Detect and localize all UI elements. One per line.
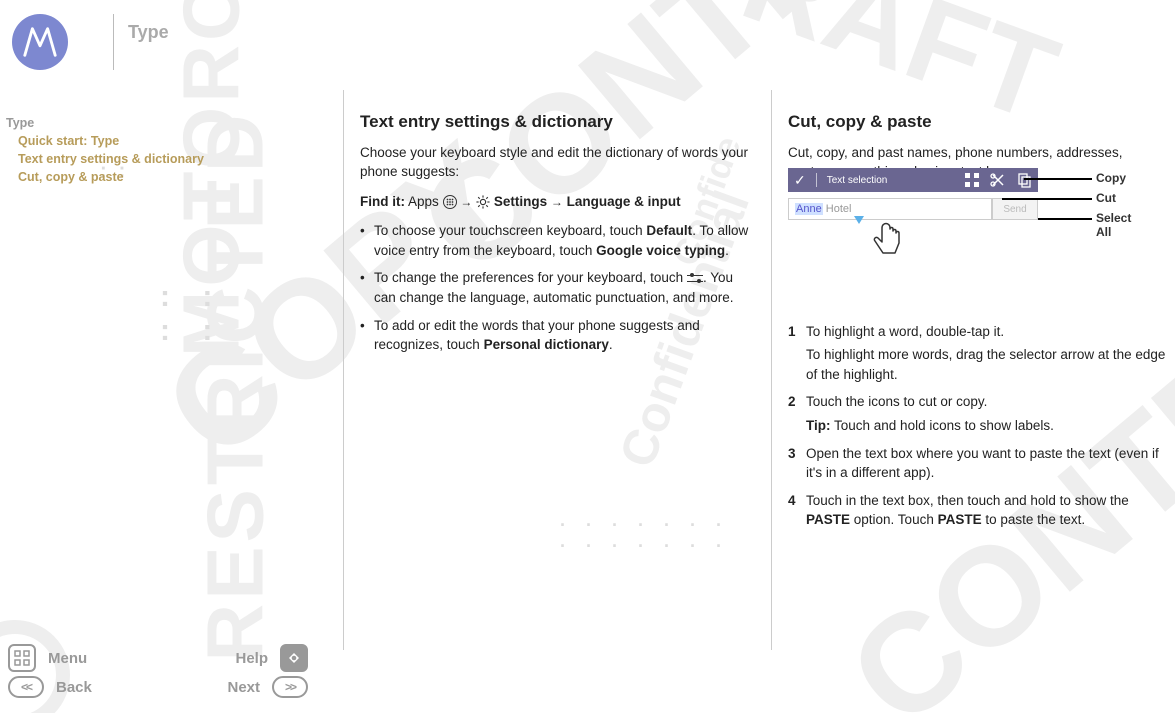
arrow-1: → — [460, 195, 472, 209]
done-icon: ✓ — [794, 172, 806, 189]
next-button[interactable]: >> — [272, 676, 308, 698]
bullet-3: • To add or edit the words that your pho… — [360, 316, 750, 355]
label-selectall: Select All — [1096, 211, 1148, 239]
header-divider — [113, 14, 114, 70]
step-4-text: Touch in the text box, then touch and ho… — [806, 491, 1168, 530]
bullet-3-post: . — [609, 337, 613, 352]
motorola-logo-icon — [21, 23, 59, 61]
step-1: 1 To highlight a word, double-tap it. To… — [788, 322, 1168, 385]
column-text-entry: Text entry settings & dictionary Choose … — [360, 110, 750, 363]
bullet-3-b1: Personal dictionary — [484, 337, 609, 352]
input-row: Anne Hotel Send — [788, 198, 1038, 220]
step-2-text: Touch the icons to cut or copy. — [806, 392, 987, 412]
help-label[interactable]: Help — [235, 650, 268, 667]
selector-arrow-icon — [854, 216, 864, 224]
highlighted-text: Anne — [795, 203, 823, 215]
lead-line-selectall-h — [1038, 218, 1092, 220]
step-4-pre: Touch in the text box, then touch and ho… — [806, 493, 1129, 508]
nav-item-textentry[interactable]: Text entry settings & dictionary — [18, 150, 306, 168]
step-1-text: To highlight a word, double-tap it. — [806, 322, 1004, 342]
intro-text-entry: Choose your keyboard style and edit the … — [360, 143, 750, 182]
lead-line-cut — [1002, 198, 1092, 200]
help-icon[interactable] — [280, 644, 308, 672]
watermark-restricted-l: RESTRICTED — [190, 110, 282, 661]
nav-item-quickstart[interactable]: Quick start: Type — [18, 132, 306, 150]
heading-ccp: Cut, copy & paste — [788, 110, 1168, 135]
step-3-text: Open the text box where you want to past… — [806, 444, 1168, 483]
text-field: Anne Hotel — [788, 198, 992, 220]
bullet-2: • To change the preferences for your key… — [360, 268, 750, 307]
nav-item-type[interactable]: Type — [6, 114, 306, 132]
page-nav: Type Quick start: Type Text entry settin… — [6, 114, 306, 187]
bullet-1: • To choose your touchscreen keyboard, t… — [360, 221, 750, 260]
selection-action-bar: ✓ Text selection — [788, 168, 1038, 192]
label-copy: Copy — [1096, 171, 1126, 185]
watermark-dots-2: . . . . . . .. . . . . . . — [560, 510, 729, 552]
step-2-tip-label: Tip: — [806, 418, 831, 433]
select-all-icon — [964, 172, 980, 188]
find-it-label: Find it: — [360, 194, 405, 209]
menu-icon[interactable] — [8, 644, 36, 672]
arrow-2: → — [551, 195, 563, 209]
menu-label[interactable]: Menu — [48, 650, 87, 667]
step-4-post: to paste the text. — [982, 512, 1086, 527]
step-1-num: 1 — [788, 322, 806, 342]
bullet-1-post: . — [725, 243, 729, 258]
find-it-language: Language & input — [567, 194, 681, 209]
bar-divider — [816, 173, 817, 187]
page-title: Type — [128, 22, 169, 43]
copy-icon — [1016, 172, 1032, 188]
motorola-logo — [12, 14, 68, 70]
bar-label: Text selection — [827, 175, 954, 186]
page: COPY CONTROL CONTRO RAFT RESTRICTED MOTO… — [0, 0, 1175, 713]
sliders-icon — [687, 273, 703, 285]
cut-icon — [990, 172, 1006, 188]
send-button: Send — [992, 198, 1038, 220]
text-selection-diagram: ✓ Text selection Anne Hotel Send Copy Cu… — [788, 168, 1148, 288]
step-3: 3 Open the text box where you want to pa… — [788, 444, 1168, 483]
step-4-num: 4 — [788, 491, 806, 530]
phone-selection-mock: ✓ Text selection Anne Hotel Send — [788, 168, 1038, 220]
step-4: 4 Touch in the text box, then touch and … — [788, 491, 1168, 530]
step-2-tip: Tip: Touch and hold icons to show labels… — [806, 416, 1168, 436]
find-it-apps: Apps — [408, 194, 439, 209]
rest-text: Hotel — [823, 203, 852, 215]
column-divider-1 — [343, 90, 344, 650]
find-it-line: Find it: Apps → Settings → Language & in… — [360, 192, 750, 212]
hand-tap-icon — [864, 218, 908, 262]
controls-row-1: Menu Help — [8, 644, 308, 672]
step-1-sub: To highlight more words, drag the select… — [806, 345, 1168, 384]
column-divider-2 — [771, 90, 772, 650]
step-4-mid: option. Touch — [850, 512, 938, 527]
step-2-tip-text: Touch and hold icons to show labels. — [831, 418, 1054, 433]
apps-icon — [443, 195, 457, 209]
settings-icon — [476, 195, 490, 209]
heading-text-entry: Text entry settings & dictionary — [360, 110, 750, 135]
lead-line-copy — [1024, 178, 1092, 180]
find-it-settings: Settings — [494, 194, 547, 209]
watermark-dots-1: : :: : — [160, 280, 224, 348]
step-3-num: 3 — [788, 444, 806, 483]
step-4-b2: PASTE — [938, 512, 982, 527]
bullet-1-b2: Google voice typing — [596, 243, 725, 258]
nav-item-cutcopypaste[interactable]: Cut, copy & paste — [18, 168, 306, 186]
step-4-b1: PASTE — [806, 512, 850, 527]
step-2-num: 2 — [788, 392, 806, 412]
back-button[interactable]: << — [8, 676, 44, 698]
label-cut: Cut — [1096, 191, 1116, 205]
next-label[interactable]: Next — [227, 679, 260, 696]
bullet-1-pre: To choose your touchscreen keyboard, tou… — [374, 223, 646, 238]
bullet-1-b1: Default — [646, 223, 692, 238]
bullet-2-pre: To change the preferences for your keybo… — [374, 270, 687, 285]
controls-row-2: << Back Next >> — [8, 676, 308, 698]
step-2: 2 Touch the icons to cut or copy. Tip: T… — [788, 392, 1168, 435]
back-label[interactable]: Back — [56, 679, 92, 696]
